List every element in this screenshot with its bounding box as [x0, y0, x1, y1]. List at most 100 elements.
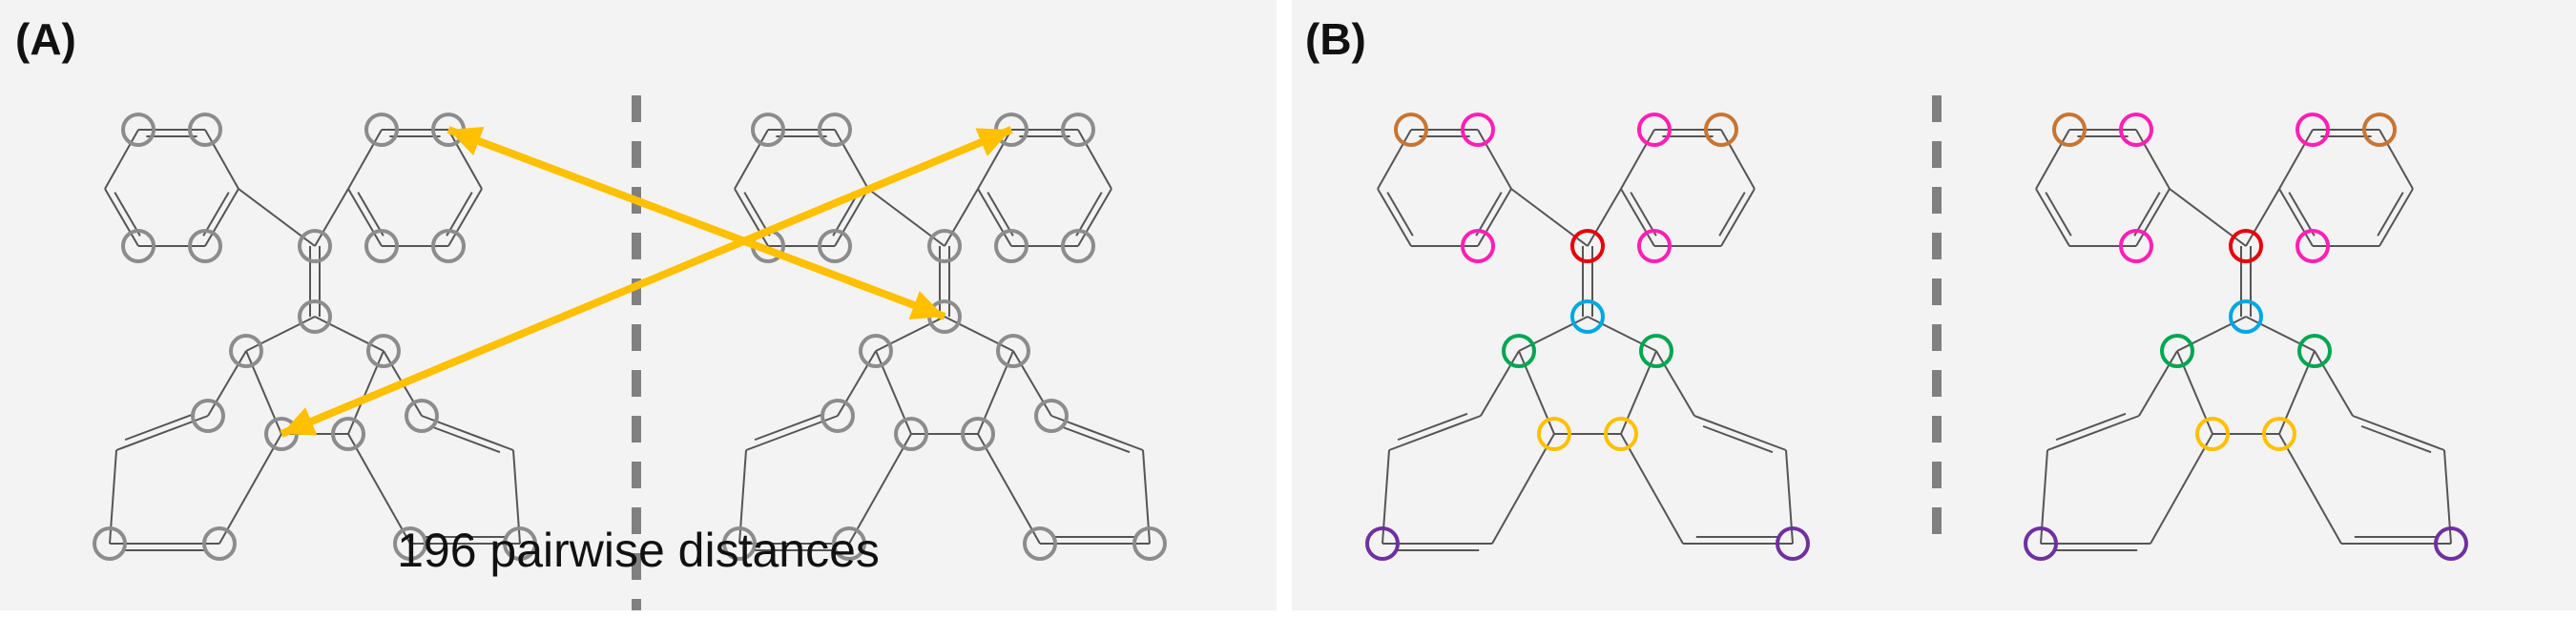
right-molecule-bond [834, 188, 869, 247]
atom-gray [1034, 399, 1069, 433]
right-molecule-double-bond [2377, 192, 2404, 237]
atom-magenta [2119, 229, 2153, 263]
right-molecule-double-bond [987, 192, 1014, 237]
left-molecule-double-bond [446, 192, 473, 237]
panel-b: (B) [1292, 0, 2576, 610]
left-molecule-bond [245, 316, 316, 352]
right-molecule-bond [1077, 188, 1112, 247]
atom-cyan [2229, 299, 2263, 334]
left-molecule-double-bond [429, 424, 501, 454]
atom-yellow [1537, 417, 1571, 451]
atom-gray [93, 526, 127, 561]
atom-gray [364, 113, 399, 147]
panel-a: (A) 196 pairwise distances [0, 0, 1277, 610]
distance-arrow-head [448, 127, 485, 155]
left-molecule-bond [1587, 188, 1622, 247]
atom-gray [188, 229, 222, 263]
left-molecule-bond [314, 316, 384, 352]
right-molecule-bond [944, 188, 979, 247]
right-molecule-bond [2278, 129, 2314, 190]
atom-yellow [2195, 417, 2230, 451]
atom-gray [503, 526, 537, 561]
left-molecule-bond [1477, 188, 1512, 247]
right-molecule-bond [734, 129, 769, 190]
atom-gray [1061, 113, 1095, 147]
right-molecule-bond [2314, 350, 2354, 417]
left-molecule-double-bond [1702, 424, 1774, 454]
atom-gray [722, 526, 757, 561]
right-molecule-double-bond [1075, 192, 1103, 237]
atom-magenta [1461, 229, 1495, 263]
distance-arrow [280, 126, 1013, 438]
atom-gray [818, 113, 852, 147]
atom-gray [751, 113, 785, 147]
atom-gray [961, 417, 995, 451]
atom-magenta [1637, 229, 1672, 263]
right-molecule-double-bond [2055, 412, 2127, 442]
right-molecule-double-bond [2360, 424, 2432, 454]
atom-orange [2052, 113, 2087, 147]
atom-gray [859, 334, 893, 368]
atom-red [2229, 229, 2263, 263]
right-molecule-bond [2278, 433, 2342, 545]
atom-red [1570, 229, 1605, 263]
right-molecule-bond [2150, 433, 2213, 545]
atom-gray [894, 417, 928, 451]
atom-magenta [2296, 229, 2330, 263]
left-molecule-bond [314, 188, 349, 247]
left-molecule-double-bond [124, 412, 196, 442]
left-molecule-double-bond [1630, 192, 1657, 237]
left-molecule-bond [1587, 316, 1657, 352]
left-molecule-double-bond [114, 192, 141, 237]
left-molecule-double-bond [1475, 192, 1503, 237]
right-molecule-bond [834, 129, 869, 190]
atom-green [1502, 334, 1536, 368]
atom-orange [1704, 113, 1738, 147]
right-molecule-double-bond [754, 412, 825, 442]
left-molecule-bond [447, 188, 483, 247]
right-molecule-bond [2035, 129, 2070, 190]
left-molecule-bond [1620, 433, 1684, 545]
panel-b-diagram [1365, 95, 2468, 561]
panel-a-diagram [93, 95, 1167, 610]
atom-orange [2362, 113, 2397, 147]
atom-gray [927, 229, 962, 263]
left-molecule-bond [1388, 415, 1482, 451]
distance-arrow-head [908, 291, 945, 319]
atom-gray [996, 334, 1030, 368]
atom-gray [393, 526, 427, 561]
left-molecule-bond [1693, 415, 1787, 451]
atom-magenta [2119, 113, 2153, 147]
atom-magenta [1461, 113, 1495, 147]
left-molecule-bond [1491, 433, 1555, 545]
left-molecule-bond [204, 188, 239, 247]
atom-gray [121, 113, 156, 147]
atom-gray [994, 229, 1028, 263]
right-molecule-bond [2135, 188, 2171, 247]
atom-magenta [1637, 113, 1672, 147]
atom-green [2297, 334, 2332, 368]
left-molecule-bond [447, 129, 483, 190]
right-molecule-bond [977, 433, 1041, 545]
atom-gray [1132, 526, 1167, 561]
atom-purple [1365, 526, 1400, 561]
atom-gray [191, 399, 225, 433]
atom-gray [364, 229, 399, 263]
right-molecule-bond [2245, 316, 2316, 352]
right-molecule-bond [2245, 188, 2280, 247]
atom-purple [1776, 526, 1810, 561]
left-molecule-double-bond [202, 192, 230, 237]
left-molecule-bond [1620, 129, 1655, 190]
atom-gray [405, 399, 439, 433]
left-molecule-bond [204, 129, 239, 190]
right-molecule-bond [2035, 188, 2070, 247]
atom-yellow [2262, 417, 2296, 451]
left-molecule-bond [347, 188, 383, 247]
pairwise-caption: 196 pairwise distances [397, 524, 880, 577]
atom-green [1639, 334, 1673, 368]
left-molecule-bond [347, 129, 383, 190]
panel-a-label: (A) [15, 14, 76, 64]
left-molecule-bond [1480, 350, 1520, 417]
right-molecule-bond [2046, 415, 2140, 451]
right-molecule-bond [2176, 316, 2247, 352]
